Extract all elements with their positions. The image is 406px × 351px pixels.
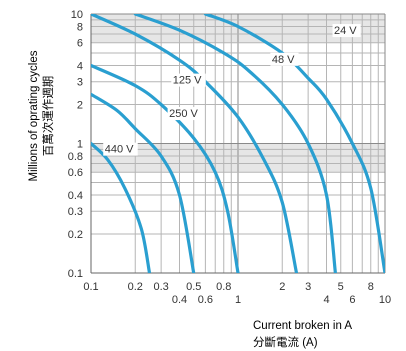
x-tick-label: 0.8 (216, 281, 231, 293)
x-tick-label: 0.3 (153, 281, 168, 293)
y-axis-title: Millions of oprating cycles (28, 50, 40, 181)
curve-250v (91, 92, 196, 273)
series-label-125v: 125 V (173, 75, 202, 87)
x-tick-label: 8 (368, 281, 374, 293)
curve-unlabeled-5 (203, 14, 385, 273)
curve-440v (91, 141, 152, 273)
y-tick-label: 8 (77, 22, 83, 34)
series-label-bg-250v (167, 107, 203, 121)
series-labels: 24 V 48 V 125 V 250 V 440 V (103, 24, 361, 156)
series-label-250v: 250 V (169, 108, 198, 120)
series-label-bg-440v (103, 142, 138, 156)
x-tick-label: 10 (379, 294, 391, 306)
y-axis-title-zh: 百萬次運作週期 (41, 76, 55, 157)
x-tick-label: 2 (279, 281, 285, 293)
y-tick-label: 3 (77, 77, 83, 89)
x-tick-label: 4 (323, 294, 329, 306)
x-tick-label: 6 (349, 294, 355, 306)
y-tick-label: 0.1 (68, 268, 83, 280)
curve-125v (91, 63, 240, 273)
y-tick-label: 0.3 (68, 206, 83, 218)
y-tick-label: 6 (77, 38, 83, 50)
series-label-bg-125v (171, 73, 206, 87)
y-tick-label: 10 (71, 9, 83, 21)
x-axis-title-zh: 分斷電流 (A) (253, 335, 318, 349)
x-tick-label: 5 (338, 281, 344, 293)
x-tick-label: 3 (305, 281, 311, 293)
curves (91, 14, 385, 273)
y-tick-label: 1 (77, 139, 83, 151)
curve-24v (133, 14, 337, 273)
y-tick-label: 0.4 (68, 190, 83, 202)
series-label-bg-48v (270, 52, 299, 66)
curve-48v (91, 14, 299, 273)
x-axis-title: Current broken in A (253, 320, 352, 332)
x-tick-label: 0.4 (172, 294, 187, 306)
x-tick-label: 0.5 (186, 281, 201, 293)
series-label-bg-24v (332, 24, 361, 38)
x-tick-label: 1 (235, 294, 241, 306)
x-tick-label: 0.1 (83, 281, 98, 293)
y-tick-label: 0.6 (68, 167, 83, 179)
series-label-48v: 48 V (272, 54, 295, 66)
y-tick-label: 2 (77, 100, 83, 112)
series-label-440v: 440 V (105, 144, 134, 156)
series-label-24v: 24 V (334, 25, 357, 37)
x-tick-label: 0.6 (198, 294, 213, 306)
y-tick-label: 0.8 (68, 151, 83, 163)
y-tick-label: 0.2 (68, 229, 83, 241)
y-tick-label: 4 (77, 61, 83, 73)
x-tick-label: 0.2 (128, 281, 143, 293)
